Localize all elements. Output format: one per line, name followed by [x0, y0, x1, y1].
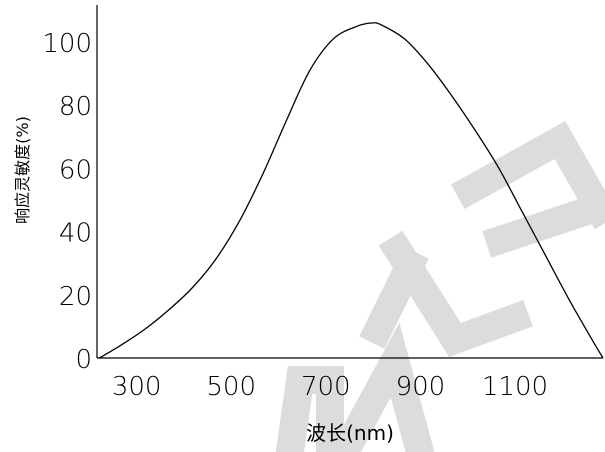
x-tick-label: 300	[112, 372, 162, 402]
series-line-response	[99, 22, 604, 359]
y-tick-label: 0	[75, 345, 92, 375]
axes	[96, 5, 603, 359]
x-axis-title: 波长(nm)	[306, 421, 394, 445]
y-tick-labels: 0 20 40 60 80 100	[42, 29, 92, 375]
y-tick-label: 100	[42, 29, 92, 59]
x-tick-label: 500	[206, 372, 256, 402]
x-tick-labels: 300 500 700 900 1100	[112, 372, 548, 402]
y-tick-label: 20	[59, 282, 92, 312]
x-tick-label: 900	[396, 372, 446, 402]
series-layer	[99, 22, 604, 359]
y-tick-label: 80	[59, 92, 92, 122]
y-axis-title: 响应灵敏度(%)	[13, 116, 32, 224]
y-tick-label: 60	[59, 155, 92, 185]
x-tick-label: 700	[301, 372, 351, 402]
x-tick-label: 1100	[482, 372, 548, 402]
y-tick-label: 40	[59, 219, 92, 249]
watermark	[275, 121, 605, 452]
